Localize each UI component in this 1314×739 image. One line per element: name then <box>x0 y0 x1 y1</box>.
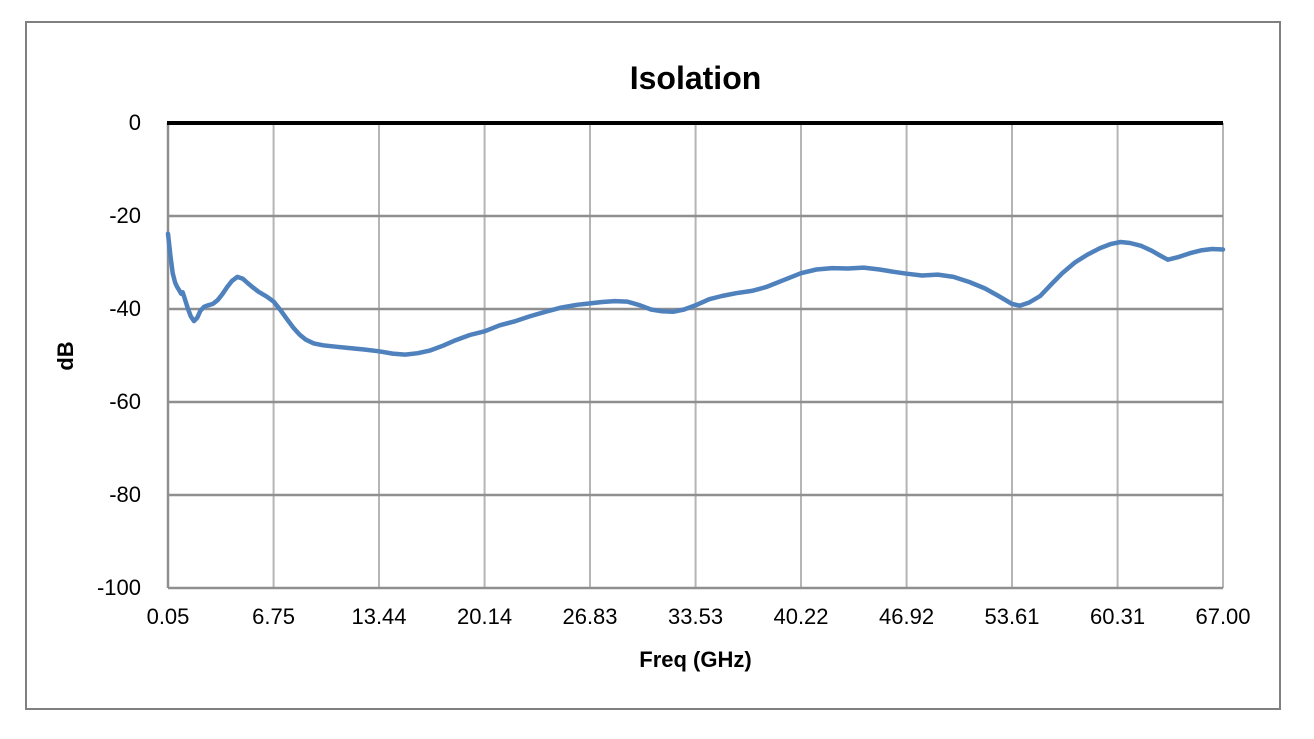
x-tick-label: 6.75 <box>252 604 295 629</box>
y-tick-label: -100 <box>96 575 141 600</box>
x-tick-label: 60.31 <box>1090 604 1146 629</box>
chart-frame <box>25 21 1281 710</box>
y-axis-title: dB <box>53 341 78 371</box>
isolation-series-line <box>165 231 1226 357</box>
x-tick-label: 26.83 <box>562 604 618 629</box>
y-tick-label: -20 <box>109 203 141 228</box>
x-tick-label: 40.22 <box>773 604 829 629</box>
x-tick-label: 0.05 <box>146 604 190 629</box>
y-tick-label: -80 <box>109 482 141 507</box>
x-tick-label: 13.44 <box>351 604 407 629</box>
x-tick-label: 33.53 <box>668 604 724 629</box>
y-tick-label: -60 <box>109 389 141 414</box>
x-tick-label: 20.14 <box>457 604 513 629</box>
chart-title: Isolation <box>629 60 762 96</box>
x-tick-label: 46.92 <box>879 604 935 629</box>
x-tick-label: 53.61 <box>984 604 1040 629</box>
x-axis-title: Freq (GHz) <box>639 647 752 672</box>
y-tick-label: -40 <box>109 296 141 321</box>
x-tick-label: 67.00 <box>1195 604 1251 629</box>
y-tick-label: 0 <box>128 110 141 135</box>
